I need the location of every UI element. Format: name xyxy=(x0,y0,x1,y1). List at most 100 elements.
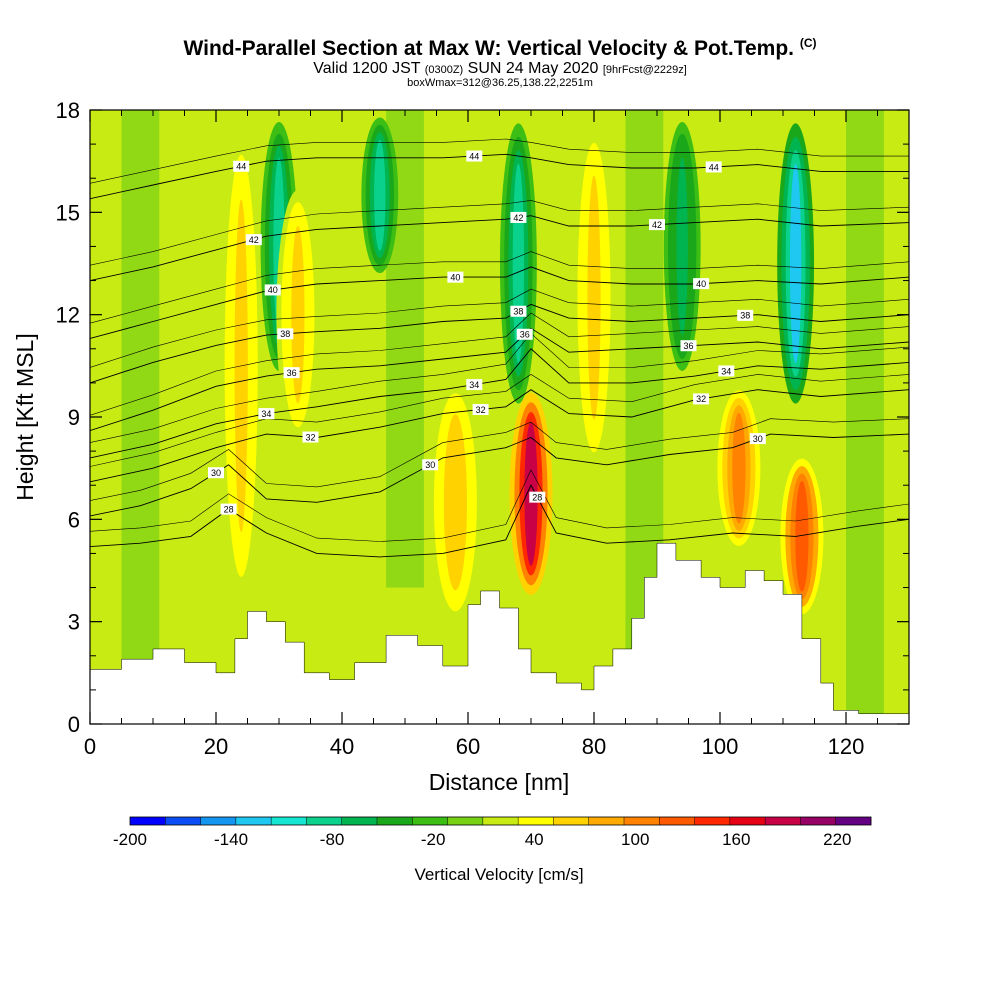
colorbar-swatch xyxy=(518,817,554,825)
updraft-core xyxy=(448,424,463,580)
colorbar-swatch xyxy=(165,817,201,825)
contour-label: 42 xyxy=(652,220,662,230)
contour-label: 44 xyxy=(709,162,719,172)
x-tick-label: 40 xyxy=(330,734,354,759)
valid-time-prefix: Valid 1200 JST xyxy=(313,60,421,77)
contour-label-box xyxy=(220,503,237,515)
contour-label-box xyxy=(529,491,546,503)
chart-subtitle: Valid 1200 JST (0300Z) SUN 24 May 2020 [… xyxy=(0,60,1000,78)
colorbar-swatch xyxy=(482,817,519,825)
contour-label-box xyxy=(693,393,710,405)
contour-label: 36 xyxy=(520,330,530,340)
terrain-profile xyxy=(90,542,909,724)
field-band xyxy=(846,110,884,724)
colorbar-frame xyxy=(129,816,872,826)
contour-label-box xyxy=(705,161,722,173)
colorbar-swatch xyxy=(306,817,343,825)
contour-label: 42 xyxy=(249,235,259,245)
contour-label: 40 xyxy=(696,279,706,289)
colorbar-swatch xyxy=(659,817,695,825)
valid-date: SUN 24 May 2020 xyxy=(467,60,599,77)
contour-label: 34 xyxy=(721,366,731,376)
contour-label-box xyxy=(302,431,319,443)
colorbar-title: Vertical Velocity [cm/s] xyxy=(414,865,583,884)
contour-label-box xyxy=(233,160,250,172)
colorbar-swatch xyxy=(553,817,590,825)
theta-contour-line xyxy=(90,266,909,339)
contour-label: 40 xyxy=(450,272,460,282)
contour-label: 40 xyxy=(268,285,278,295)
updraft-core xyxy=(732,412,746,524)
terrain xyxy=(90,542,909,724)
colorbar-swatch xyxy=(341,817,378,825)
updraft-core xyxy=(587,175,601,420)
colorbar-swatch xyxy=(624,817,660,825)
chart-title-text: Wind-Parallel Section at Max W: Vertical… xyxy=(183,37,794,60)
box-info: boxWmax=312@36.25,138.22,2251m xyxy=(407,77,593,89)
theta-contour-line xyxy=(90,327,909,432)
downdraft-core xyxy=(374,139,386,251)
contour-label: 44 xyxy=(469,151,479,161)
colorbar-swatch xyxy=(729,817,766,825)
colorbar-swatch xyxy=(835,817,872,825)
colorbar-tick-label: 100 xyxy=(621,830,649,849)
contour-label: 28 xyxy=(532,492,542,502)
colorbar-swatch xyxy=(765,817,801,825)
contour-label: 32 xyxy=(696,394,706,404)
contour-label: 38 xyxy=(513,307,523,317)
y-tick-label: 9 xyxy=(68,405,80,430)
downdraft-core xyxy=(676,157,688,336)
contour-label-box xyxy=(693,278,710,290)
theta-contour-line xyxy=(90,303,909,384)
x-tick-label: 80 xyxy=(582,734,606,759)
y-tick-label: 3 xyxy=(68,610,80,635)
colorbar-swatch xyxy=(694,817,731,825)
theta-contour-line-minor xyxy=(90,418,909,501)
x-tick-label: 60 xyxy=(456,734,480,759)
updraft-core xyxy=(795,480,809,592)
contour-label: 34 xyxy=(261,409,271,419)
contour-label: 32 xyxy=(476,405,486,415)
downdraft-core xyxy=(789,163,802,364)
colorbar-tick-label: 40 xyxy=(525,830,544,849)
contour-label-box xyxy=(510,211,527,223)
contour-label: 30 xyxy=(425,460,435,470)
contour-label: 42 xyxy=(513,213,523,223)
colorbar-swatch xyxy=(130,817,166,825)
colorbar-swatch xyxy=(412,817,448,825)
colorbar-swatch xyxy=(800,817,837,825)
theta-contour-line xyxy=(90,389,909,483)
contour-label-box xyxy=(510,305,527,317)
theta-contour-line-minor xyxy=(90,469,909,542)
y-tick-label: 15 xyxy=(56,200,80,225)
colorbar-swatch xyxy=(200,817,237,825)
x-tick-label: 120 xyxy=(828,734,865,759)
contour-label: 34 xyxy=(469,380,479,390)
contour-label-box xyxy=(422,459,439,471)
updraft-core xyxy=(347,294,362,472)
copyright-mark: (C) xyxy=(799,36,817,50)
contour-label: 38 xyxy=(740,311,750,321)
y-tick-label: 6 xyxy=(68,507,80,532)
colorbar: -200 -140 -80 -20 40 100 160 220 xyxy=(113,816,872,849)
contour-label: 30 xyxy=(211,468,221,478)
contour-label: 32 xyxy=(305,432,315,442)
contour-label-box xyxy=(208,467,224,479)
theta-contour-line-minor xyxy=(90,288,909,368)
theta-contour-line-minor xyxy=(90,200,909,266)
theta-contour-line-minor xyxy=(90,251,909,324)
contour-label: 30 xyxy=(753,434,763,444)
y-tick-label: 12 xyxy=(56,303,80,328)
theta-contour-line xyxy=(90,153,909,200)
colorbar-tick-label: 160 xyxy=(722,830,750,849)
contour-label-box xyxy=(466,150,483,162)
y-tick-label: 0 xyxy=(68,712,80,737)
colorbar-tick-label: 220 xyxy=(823,830,851,849)
colorbar-tick-label: -140 xyxy=(214,830,248,849)
colorbar-swatch xyxy=(447,817,484,825)
colorbar-tick-label: -200 xyxy=(113,830,147,849)
colorbar-tick-label: -20 xyxy=(421,830,446,849)
theta-contour-line-minor xyxy=(90,312,909,416)
contour-label-box xyxy=(277,328,294,340)
